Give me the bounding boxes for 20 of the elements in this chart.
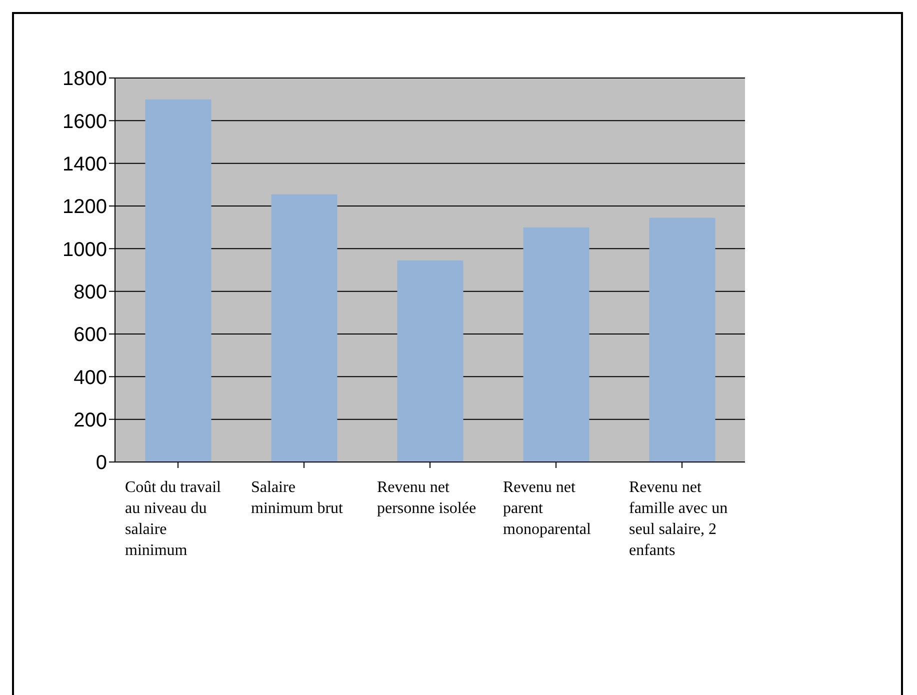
x-tick-label: Coût du travail au niveau du salaire minimum (125, 479, 222, 559)
y-tick-label: 1600 (62, 110, 107, 133)
y-tick-label: 800 (74, 281, 107, 304)
bar (649, 218, 716, 462)
y-tick-label: 0 (96, 452, 107, 474)
y-tick-label: 1000 (62, 238, 107, 261)
bar (271, 194, 338, 462)
x-tick-label: Revenu net parent monoparental (503, 479, 592, 538)
x-tick-label: Revenu net famille avec un seul salaire, 2 enfants (629, 479, 728, 559)
bar (523, 227, 590, 462)
x-tick-label: Revenu net personne isolée (377, 479, 476, 517)
y-tick-label: 200 (74, 409, 107, 432)
y-tick-label: 600 (74, 324, 107, 346)
bar (145, 99, 212, 462)
y-tick-label: 1400 (62, 153, 107, 176)
y-tick-label: 1800 (62, 68, 107, 90)
x-tick-label: Salaire minimum brut (251, 479, 344, 517)
y-tick-label: 1200 (62, 196, 107, 218)
bar (397, 260, 464, 462)
y-tick-label: 400 (74, 366, 107, 389)
